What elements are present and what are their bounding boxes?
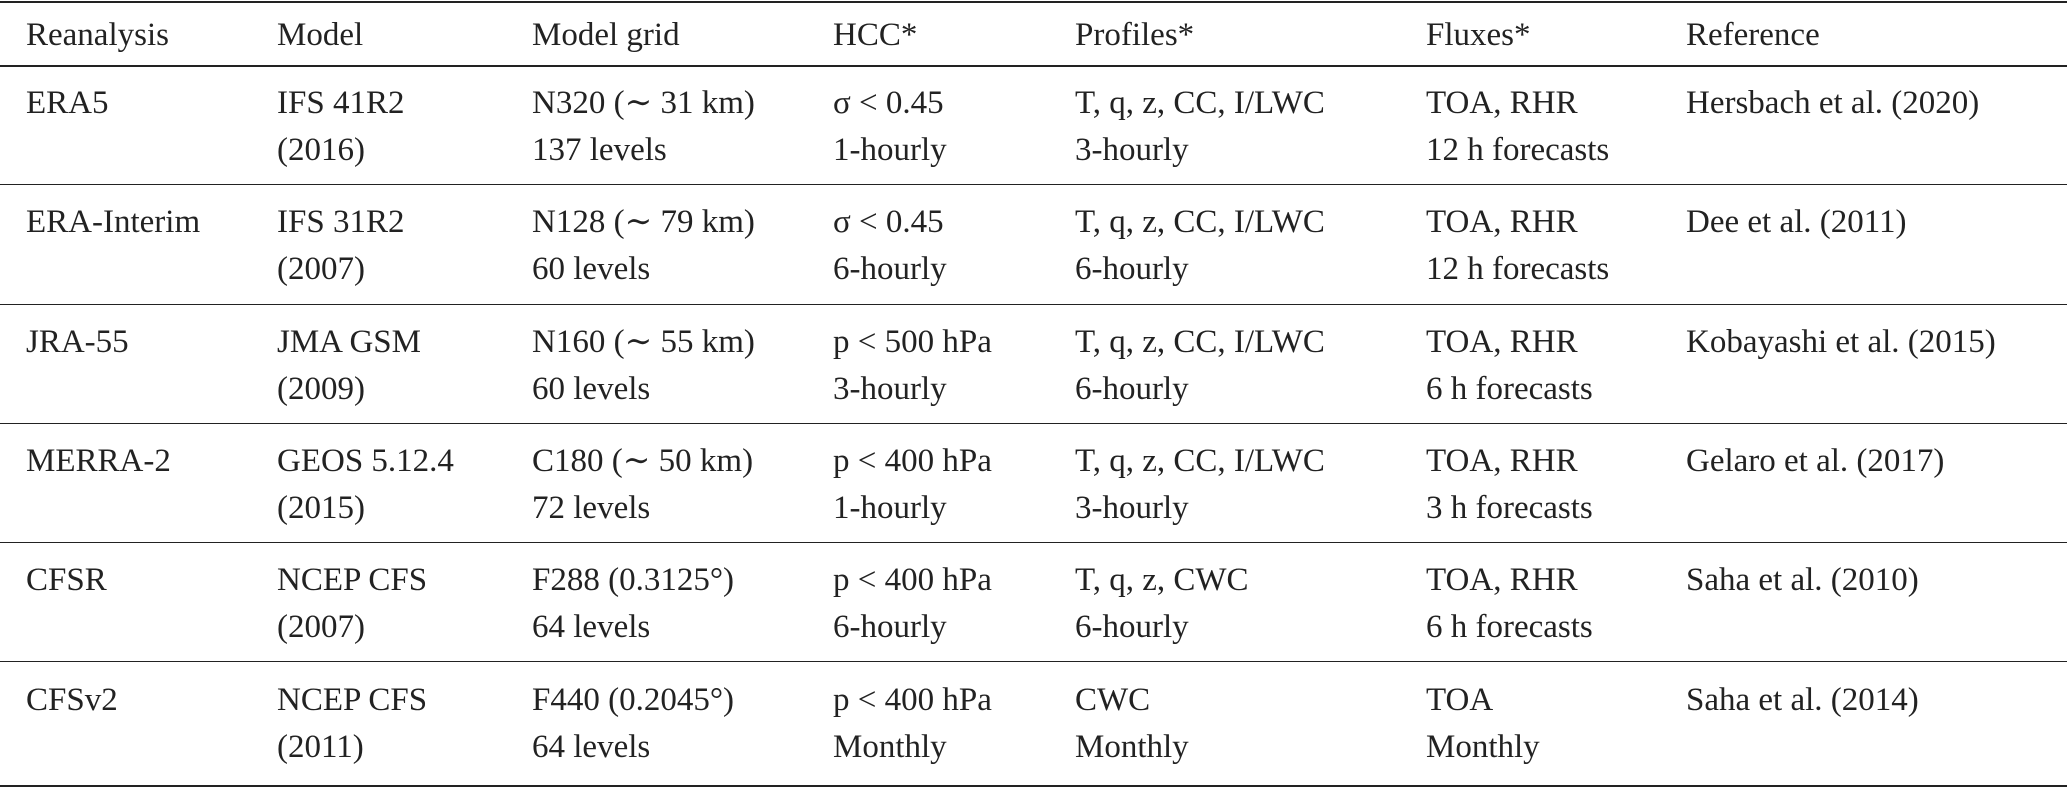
table-cell: JMA GSM: [277, 323, 421, 360]
table-cell: Monthly: [833, 728, 947, 765]
header-cell: HCC*: [833, 17, 918, 53]
table-cell: p < 400 hPa: [833, 681, 992, 718]
table-cell: F288 (0.3125°): [532, 562, 735, 599]
table-cell: 1-hourly: [833, 132, 947, 168]
table-cell: (2011): [277, 728, 364, 765]
table-cell: T, q, z, CC, I/LWC: [1075, 442, 1325, 479]
header-rule: [0, 65, 2067, 67]
table-cell: Monthly: [1426, 728, 1540, 765]
table-cell: T, q, z, CC, I/LWC: [1075, 204, 1325, 241]
table-cell: 72 levels: [532, 489, 651, 526]
table-cell: p < 400 hPa: [833, 562, 992, 599]
table-cell: 64 levels: [532, 728, 651, 765]
table-cell: σ < 0.45: [833, 85, 944, 121]
table-cell: 1-hourly: [833, 489, 947, 526]
table-cell: Saha et al. (2014): [1686, 681, 1919, 718]
table-cell: 6-hourly: [833, 609, 947, 646]
table-cell: ERA-Interim: [26, 204, 201, 241]
table-cell: NCEP CFS: [277, 681, 428, 718]
table-cell: (2015): [277, 489, 365, 526]
table-cell: 12 h forecasts: [1426, 251, 1610, 288]
table-cell: N128 (∼ 79 km): [532, 204, 755, 241]
table-cell: Monthly: [1075, 728, 1189, 765]
table-cell: T, q, z, CC, I/LWC: [1075, 85, 1325, 121]
row-rule: [0, 661, 2067, 662]
table-cell: TOA, RHR: [1426, 323, 1578, 360]
header-cell: Reanalysis: [26, 17, 169, 53]
row-rule: [0, 542, 2067, 543]
table-cell: p < 400 hPa: [833, 442, 992, 479]
table-cell: 6 h forecasts: [1426, 370, 1593, 407]
table-cell: 3-hourly: [1075, 132, 1189, 168]
table-cell: 3-hourly: [1075, 489, 1189, 526]
table-cell: 60 levels: [532, 370, 651, 407]
header-cell: Profiles*: [1075, 17, 1195, 53]
table-cell: Saha et al. (2010): [1686, 562, 1919, 599]
table-cell: 12 h forecasts: [1426, 132, 1610, 168]
table-cell: 64 levels: [532, 609, 651, 646]
table-cell: CFSv2: [26, 681, 118, 718]
table-cell: NCEP CFS: [277, 562, 428, 599]
table-cell: T, q, z, CC, I/LWC: [1075, 323, 1325, 360]
table-cell: TOA, RHR: [1426, 442, 1578, 479]
bottom-rule: [0, 785, 2067, 787]
table-cell: TOA, RHR: [1426, 562, 1578, 599]
table-cell: 6-hourly: [1075, 609, 1189, 646]
table-cell: CFSR: [26, 562, 107, 599]
table-cell: 137 levels: [532, 132, 667, 168]
table-cell: TOA: [1426, 681, 1494, 718]
header-cell: Fluxes*: [1426, 17, 1531, 53]
row-rule: [0, 184, 2067, 185]
table-cell: F440 (0.2045°): [532, 681, 735, 718]
header-cell: Reference: [1686, 17, 1820, 53]
table-cell: GEOS 5.12.4: [277, 442, 454, 479]
table-cell: IFS 31R2: [277, 204, 405, 241]
table-cell: σ < 0.45: [833, 204, 944, 241]
header-cell: Model grid: [532, 17, 680, 53]
table-cell: Hersbach et al. (2020): [1686, 85, 1980, 121]
table-cell: MERRA-2: [26, 442, 171, 479]
table-cell: 6-hourly: [1075, 251, 1189, 288]
table-cell: N320 (∼ 31 km): [532, 85, 755, 121]
table-cell: 6 h forecasts: [1426, 609, 1593, 646]
table-cell: (2016): [277, 132, 365, 168]
table-cell: JRA-55: [26, 323, 129, 360]
table-cell: Gelaro et al. (2017): [1686, 442, 1945, 479]
row-rule: [0, 423, 2067, 424]
header-cell: Model: [277, 17, 364, 53]
table-cell: 6-hourly: [1075, 370, 1189, 407]
table-cell: T, q, z, CWC: [1075, 562, 1249, 599]
table-cell: N160 (∼ 55 km): [532, 323, 755, 360]
table-cell: TOA, RHR: [1426, 204, 1578, 241]
table-cell: (2007): [277, 609, 365, 646]
table-cell: 3 h forecasts: [1426, 489, 1593, 526]
table-cell: TOA, RHR: [1426, 85, 1578, 121]
table-cell: p < 500 hPa: [833, 323, 992, 360]
table-cell: 60 levels: [532, 251, 651, 288]
table-cell: (2009): [277, 370, 365, 407]
table-cell: CWC: [1075, 681, 1151, 718]
table-cell: C180 (∼ 50 km): [532, 442, 754, 479]
table-cell: ERA5: [26, 85, 109, 121]
table-cell: 3-hourly: [833, 370, 947, 407]
table-cell: (2007): [277, 251, 365, 288]
table-cell: Dee et al. (2011): [1686, 204, 1907, 241]
table-cell: Kobayashi et al. (2015): [1686, 323, 1996, 360]
table-cell: 6-hourly: [833, 251, 947, 288]
row-rule: [0, 304, 2067, 305]
table-cell: IFS 41R2: [277, 85, 405, 121]
top-rule: [0, 1, 2067, 3]
